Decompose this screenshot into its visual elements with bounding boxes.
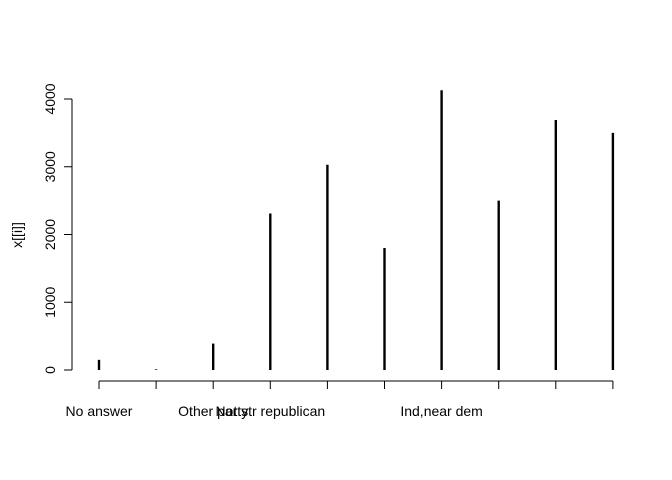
- y-tick-label: 1000: [42, 286, 58, 317]
- y-tick-label: 0: [42, 366, 58, 374]
- y-tick-label: 2000: [42, 219, 58, 250]
- y-tick-label: 4000: [42, 83, 58, 114]
- y-tick-label: 3000: [42, 151, 58, 182]
- y-axis: 0 1000 2000 3000 4000: [42, 83, 73, 374]
- y-axis-label: x[[i]]: [9, 222, 25, 248]
- bars: [97, 90, 615, 370]
- x-tick-label: Not str republican: [215, 403, 325, 419]
- x-tick-label: No answer: [66, 403, 133, 419]
- x-tick-label: Other party: [178, 403, 248, 419]
- x-tick-label: Ind,near dem: [400, 403, 483, 419]
